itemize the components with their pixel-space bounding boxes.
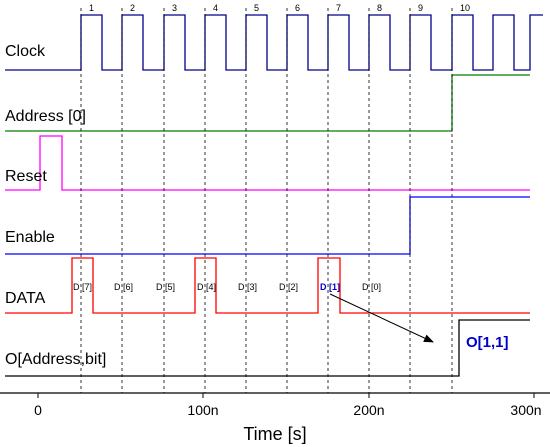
data-label: DATA	[5, 290, 46, 307]
time-axis-ticks: 0 100n 200n 300n	[34, 393, 542, 418]
axis-tick-label: 200n	[353, 402, 384, 418]
axis-tick-label: 0	[34, 402, 42, 418]
reset-label: Reset	[5, 168, 47, 185]
clock-edge-number: 1	[89, 3, 94, 13]
clock-edge-number: 2	[130, 3, 135, 13]
time-axis-title: Time [s]	[243, 424, 306, 444]
clock-edge-number: 7	[336, 3, 341, 13]
clock-edge-number: 9	[418, 3, 423, 13]
data-bit-label: D [4]	[197, 282, 216, 292]
data-bit-label: D [1]	[320, 282, 340, 292]
data-bit-label: D [2]	[279, 282, 298, 292]
clock-edge-number: 8	[377, 3, 382, 13]
clock-edge-numbers: 1 2 3 4 5 6 7 8 9 10	[89, 3, 470, 13]
axis-tick-label: 300n	[510, 402, 541, 418]
data-bit-label: D [7]	[73, 282, 92, 292]
axis-tick-label: 100n	[187, 402, 218, 418]
address-label: Address [0]	[5, 108, 86, 125]
clock-waveform	[5, 14, 543, 71]
enable-label: Enable	[5, 229, 55, 246]
data-waveform	[5, 257, 530, 314]
clock-edge-lines	[80, 8, 453, 393]
clock-label: Clock	[5, 43, 46, 60]
data-bit-label: D [6]	[114, 282, 133, 292]
data-bit-labels: D [7] D [6] D [5] D [4] D [3] D [2] D [1] D [0]	[73, 282, 381, 292]
enable-waveform	[5, 196, 530, 255]
clock-edge-number: 5	[254, 3, 259, 13]
address-waveform	[5, 74, 530, 132]
output-value-label: O[1,1]	[466, 334, 509, 351]
clock-edge-number: 4	[213, 3, 218, 13]
output-arrow	[329, 293, 434, 343]
output-label: O[Address,bit]	[5, 351, 106, 368]
clock-edge-number: 6	[295, 3, 300, 13]
data-bit-label: D [3]	[238, 282, 257, 292]
clock-edge-number: 10	[460, 3, 470, 13]
data-bit-label: D [0]	[362, 282, 381, 292]
clock-edge-number: 3	[172, 3, 177, 13]
reset-waveform	[5, 135, 530, 191]
output-waveform	[5, 319, 530, 377]
data-bit-label: D [5]	[156, 282, 175, 292]
